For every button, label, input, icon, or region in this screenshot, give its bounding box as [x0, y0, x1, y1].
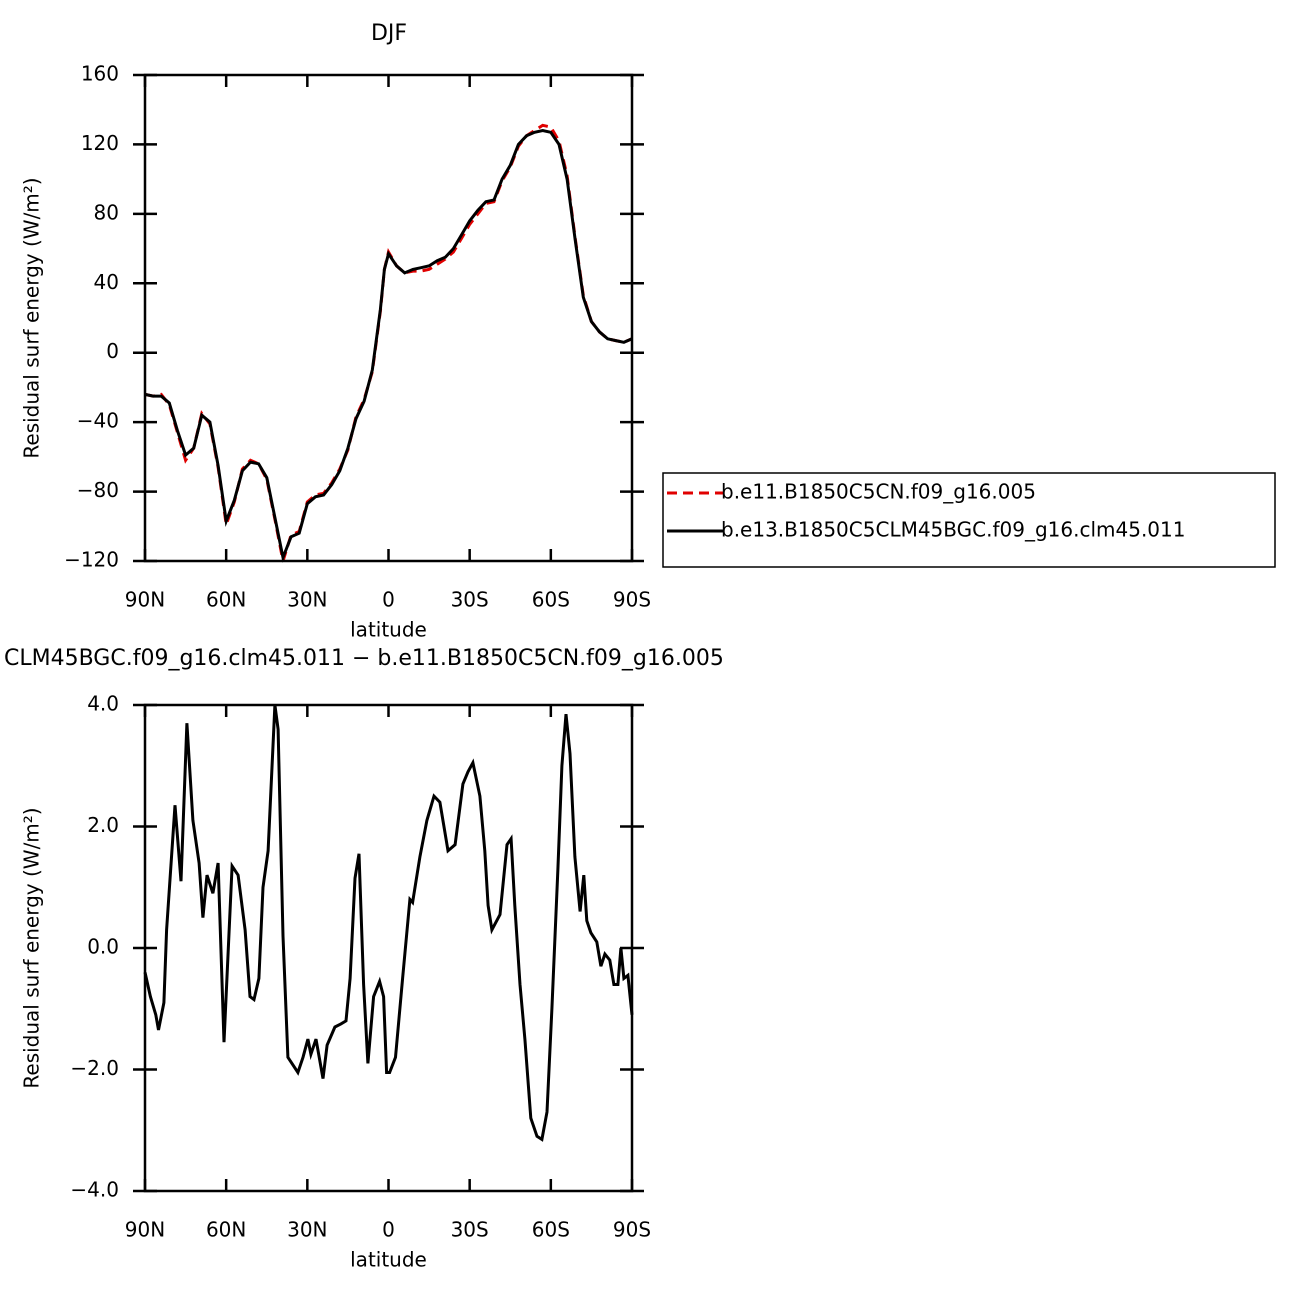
x-tick-label: 0 [382, 1218, 395, 1242]
y-axis-label: Residual surf energy (W/m²) [20, 807, 44, 1088]
legend-label: b.e11.B1850C5CN.f09_g16.005 [721, 480, 1036, 504]
x-tick-label: 90N [125, 588, 165, 612]
plot-frame [143, 73, 634, 563]
y-tick-label: −80 [77, 478, 119, 502]
legend: b.e11.B1850C5CN.f09_g16.005 b.e13.B1850C5… [662, 472, 1276, 568]
chart-title: DJF [371, 21, 407, 46]
y-tick-label: −120 [64, 548, 119, 572]
x-tick-label: 0 [382, 588, 395, 612]
y-tick-label: 160 [81, 62, 119, 86]
chart-title: CLM45BGC.f09_g16.clm45.011 − b.e11.B1850… [4, 646, 724, 671]
x-tick-label: 60S [532, 588, 570, 612]
legend-label: b.e13.B1850C5CLM45BGC.f09_g16.clm45.011 [721, 518, 1185, 542]
data-line [144, 128, 633, 563]
x-axis-label: latitude [350, 1248, 427, 1272]
y-tick-label: 4.0 [87, 692, 119, 716]
y-tick-label: 80 [94, 200, 119, 224]
x-tick-label: 30N [287, 1218, 327, 1242]
x-tick-label: 90S [613, 1218, 651, 1242]
x-tick-label: 60S [532, 1218, 570, 1242]
y-axis-label: Residual surf energy (W/m²) [20, 177, 44, 458]
legend-box [662, 472, 1276, 568]
y-tick-label: 120 [81, 131, 119, 155]
data-line [144, 123, 633, 562]
x-tick-label: 90S [613, 588, 651, 612]
y-tick-label: −40 [77, 409, 119, 433]
y-tick-label: −2.0 [70, 1056, 119, 1080]
y-tick-label: 40 [94, 270, 119, 294]
y-tick-label: −4.0 [70, 1178, 119, 1202]
x-tick-label: 30S [451, 588, 489, 612]
data-line [143, 704, 634, 1142]
plot-frame [143, 703, 634, 1193]
x-axis-label: latitude [350, 618, 427, 642]
x-tick-label: 60N [206, 1218, 246, 1242]
y-tick-label: 0 [106, 339, 119, 363]
x-tick-label: 30S [451, 1218, 489, 1242]
x-tick-label: 30N [287, 588, 327, 612]
x-tick-label: 60N [206, 588, 246, 612]
x-tick-label: 90N [125, 1218, 165, 1242]
y-tick-label: 0.0 [87, 935, 119, 959]
y-tick-label: 2.0 [87, 813, 119, 837]
